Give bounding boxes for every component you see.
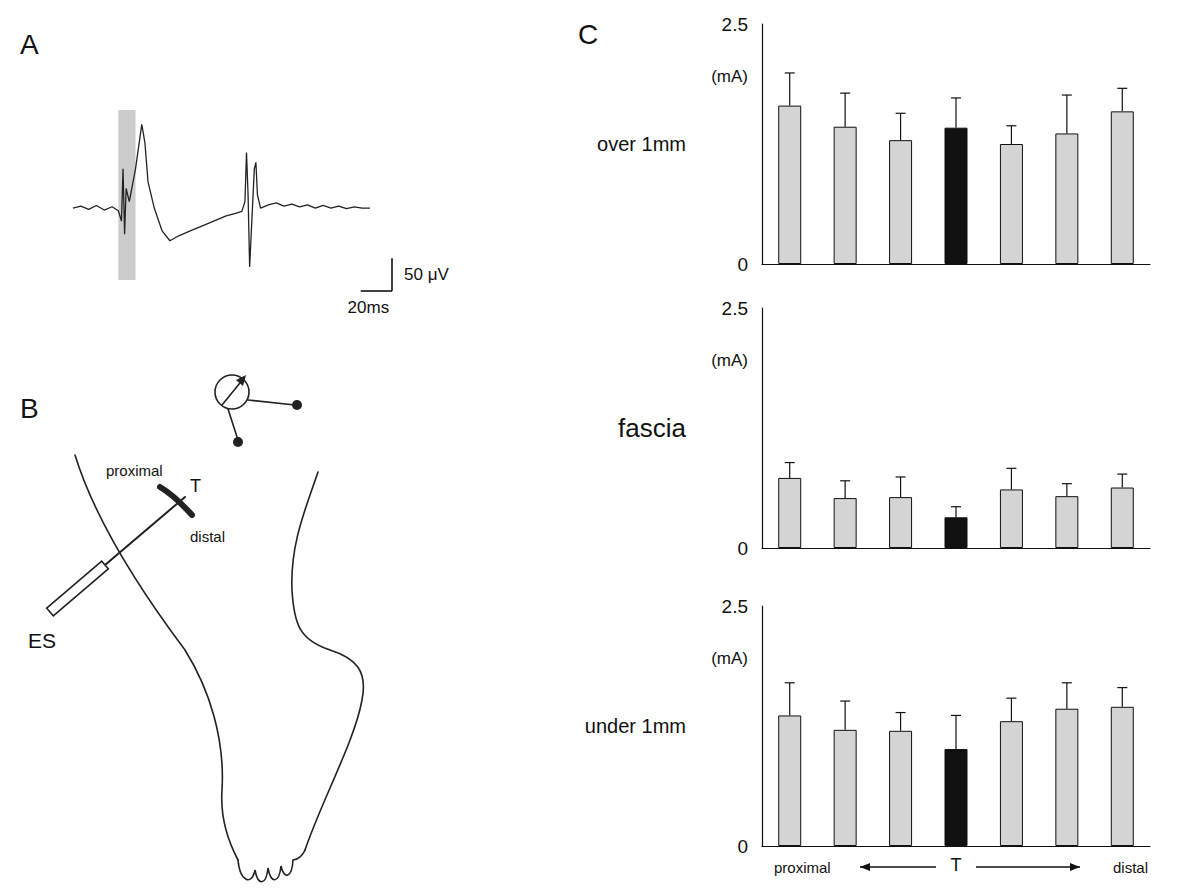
svg-text:proximal: proximal — [106, 462, 163, 479]
svg-text:T: T — [951, 855, 962, 875]
svg-text:distal: distal — [1113, 859, 1148, 876]
svg-text:fascia: fascia — [618, 413, 686, 443]
svg-text:(mA): (mA) — [711, 351, 748, 370]
svg-text:0: 0 — [737, 836, 748, 857]
svg-text:(mA): (mA) — [711, 649, 748, 668]
svg-text:C: C — [578, 19, 598, 50]
svg-text:B: B — [20, 393, 39, 424]
svg-text:A: A — [20, 29, 39, 60]
svg-text:2.5: 2.5 — [722, 14, 748, 35]
svg-text:50 μV: 50 μV — [404, 265, 449, 284]
svg-text:(mA): (mA) — [711, 67, 748, 86]
svg-text:under 1mm: under 1mm — [585, 715, 686, 737]
svg-text:ES: ES — [28, 629, 56, 652]
svg-text:20ms: 20ms — [348, 298, 390, 317]
svg-text:0: 0 — [737, 254, 748, 275]
svg-text:0: 0 — [737, 538, 748, 559]
svg-text:T: T — [190, 476, 201, 496]
svg-text:over 1mm: over 1mm — [597, 133, 686, 155]
svg-text:proximal: proximal — [774, 859, 831, 876]
svg-text:2.5: 2.5 — [722, 596, 748, 617]
svg-text:2.5: 2.5 — [722, 298, 748, 319]
svg-text:distal: distal — [190, 528, 225, 545]
